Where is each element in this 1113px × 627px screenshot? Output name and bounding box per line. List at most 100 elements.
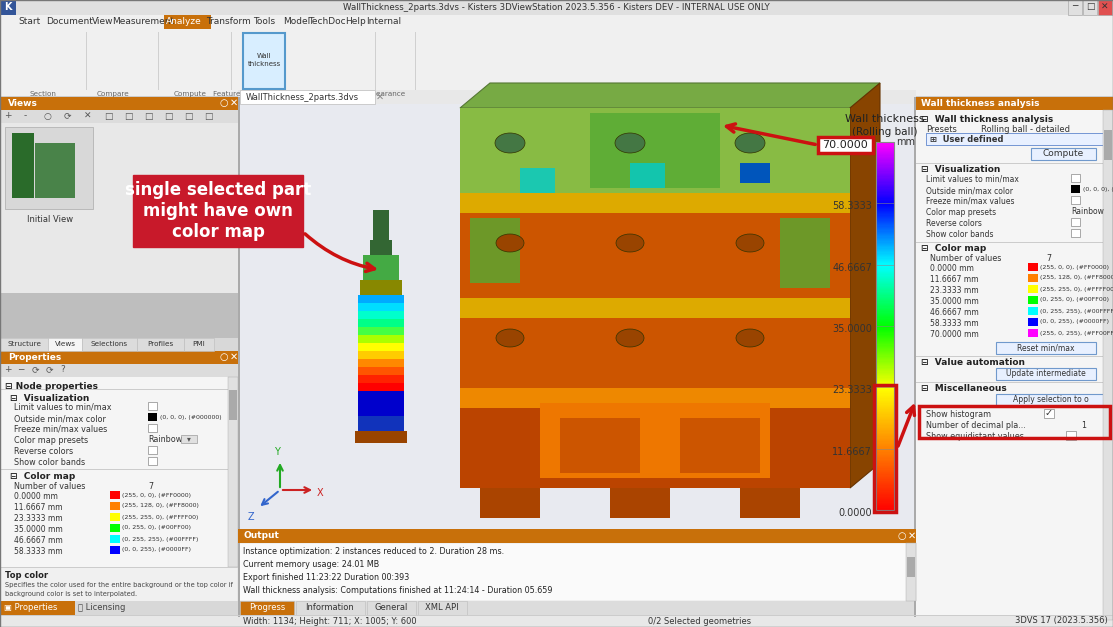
Bar (876, 143, 894, 145)
Bar (876, 234, 894, 236)
Bar (876, 293, 894, 295)
Bar (876, 424, 894, 426)
Bar (876, 166, 894, 167)
Bar (876, 336, 894, 337)
Bar (876, 297, 894, 298)
Bar (876, 446, 894, 448)
Bar (876, 251, 894, 253)
Bar (876, 245, 894, 247)
Bar (4, 127, 93, 209)
Bar (296, 601, 365, 615)
Bar (876, 475, 894, 476)
Bar (876, 478, 894, 480)
Bar (876, 257, 894, 259)
Bar (876, 433, 894, 435)
Bar (82, 338, 137, 351)
Bar (876, 449, 894, 450)
Text: ○: ○ (898, 531, 906, 541)
Bar (780, 218, 830, 288)
Bar (876, 342, 894, 344)
Text: Outside min/max color: Outside min/max color (14, 414, 106, 423)
Bar (876, 198, 894, 199)
Text: single selected part
might have own
color map: single selected part might have own colo… (125, 181, 312, 241)
Bar (540, 403, 770, 478)
Bar (876, 265, 894, 266)
Bar (876, 199, 894, 201)
Bar (876, 412, 894, 414)
Text: Limit values to min/max: Limit values to min/max (14, 403, 111, 412)
Bar (876, 461, 894, 463)
Text: Compute: Compute (174, 91, 207, 97)
Bar (926, 133, 1109, 145)
Bar (876, 154, 894, 156)
Text: 0.0000 mm: 0.0000 mm (930, 264, 974, 273)
Text: Rainbow: Rainbow (148, 435, 183, 443)
Bar (229, 390, 237, 420)
Bar (876, 213, 894, 215)
Bar (876, 164, 894, 166)
Bar (876, 308, 894, 309)
Bar (358, 383, 404, 392)
Bar (358, 416, 404, 431)
Text: 35.0000 mm: 35.0000 mm (14, 525, 62, 534)
Ellipse shape (615, 133, 646, 153)
Bar (876, 376, 894, 378)
Bar (358, 359, 404, 368)
Bar (876, 317, 894, 319)
Bar (876, 190, 894, 192)
Bar (876, 275, 894, 277)
Bar (359, 280, 402, 295)
Bar (358, 343, 404, 352)
Bar (876, 285, 894, 287)
Text: □: □ (104, 112, 112, 120)
Bar (876, 371, 894, 373)
Bar (0, 123, 238, 293)
Ellipse shape (735, 133, 765, 153)
Text: (255, 128, 0), (#FF8000): (255, 128, 0), (#FF8000) (122, 503, 199, 508)
Text: Number of values: Number of values (930, 254, 1002, 263)
Bar (370, 240, 392, 255)
Bar (1028, 329, 1038, 337)
Bar (876, 201, 894, 203)
Bar (876, 226, 894, 227)
Bar (876, 457, 894, 459)
Bar (876, 150, 894, 152)
Text: 70.0000 mm: 70.0000 mm (930, 330, 978, 339)
Text: 7: 7 (1046, 254, 1051, 263)
Bar (876, 381, 894, 383)
Text: 0/2 Selected geometries: 0/2 Selected geometries (649, 616, 751, 626)
Bar (876, 385, 894, 387)
Text: ○: ○ (220, 352, 228, 362)
Bar (876, 324, 894, 325)
Bar (876, 250, 894, 251)
Bar (996, 394, 1106, 406)
Bar (240, 90, 375, 104)
Text: (0, 0, 0), (#000000): (0, 0, 0), (#000000) (1083, 186, 1113, 191)
Text: Color map presets: Color map presets (14, 436, 88, 445)
Text: Instance optimization: 2 instances reduced to 2. Duration 28 ms.: Instance optimization: 2 instances reduc… (243, 547, 504, 556)
Text: 58.3333 mm: 58.3333 mm (930, 319, 978, 328)
Bar (1028, 318, 1038, 326)
Text: Update intermediate: Update intermediate (1006, 369, 1086, 379)
Bar (876, 477, 894, 478)
Bar (876, 189, 894, 191)
Bar (0, 377, 238, 567)
Text: ▣ Properties: ▣ Properties (4, 604, 58, 613)
Bar (876, 326, 894, 328)
Bar (876, 451, 894, 453)
Bar (876, 192, 894, 194)
Bar (876, 445, 894, 446)
Bar (876, 314, 894, 315)
Bar (0, 469, 238, 470)
Bar (916, 382, 1113, 383)
Bar (1028, 307, 1038, 315)
Bar (238, 529, 916, 543)
Bar (876, 177, 894, 179)
Bar (876, 282, 894, 283)
Bar (876, 332, 894, 334)
Bar (876, 309, 894, 310)
Text: WallThickness_2parts.3dvs: WallThickness_2parts.3dvs (246, 93, 359, 102)
Bar (874, 386, 896, 512)
Bar (876, 413, 894, 415)
Text: ✕: ✕ (1101, 3, 1109, 11)
